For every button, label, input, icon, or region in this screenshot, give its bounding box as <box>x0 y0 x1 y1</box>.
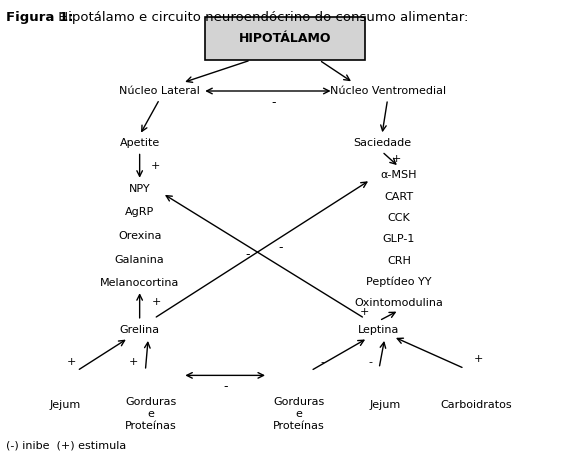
Text: -: - <box>223 380 227 393</box>
Text: Galanina: Galanina <box>115 255 165 265</box>
Text: +: + <box>474 354 483 364</box>
Text: AgRP: AgRP <box>125 207 154 217</box>
Text: Jejum: Jejum <box>369 400 400 410</box>
Text: α-MSH: α-MSH <box>381 170 417 180</box>
Text: Grelina: Grelina <box>120 325 160 335</box>
Text: Gorduras
e
Proteínas: Gorduras e Proteínas <box>274 398 325 430</box>
Text: -: - <box>246 248 250 261</box>
Text: -: - <box>271 96 276 109</box>
Text: HIPOTÁLAMO: HIPOTÁLAMO <box>239 32 331 45</box>
Text: +: + <box>151 161 160 171</box>
Text: +: + <box>392 154 401 164</box>
Text: +: + <box>67 357 76 367</box>
Text: Núcleo Ventromedial: Núcleo Ventromedial <box>329 86 446 96</box>
Text: Figura 1:: Figura 1: <box>6 11 73 25</box>
Text: Saciedade: Saciedade <box>353 138 411 148</box>
Text: Melanocortina: Melanocortina <box>100 278 180 288</box>
Text: Hipotálamo e circuito neuroendócrino do consumo alimentar:: Hipotálamo e circuito neuroendócrino do … <box>54 11 469 25</box>
Text: Carboidratos: Carboidratos <box>440 400 512 410</box>
Text: Leptina: Leptina <box>359 325 400 335</box>
Text: +: + <box>360 307 369 317</box>
Text: NPY: NPY <box>129 184 150 194</box>
Text: Gorduras
e
Proteínas: Gorduras e Proteínas <box>125 398 177 430</box>
Text: Orexina: Orexina <box>118 231 161 241</box>
FancyBboxPatch shape <box>205 17 365 60</box>
Text: GLP-1: GLP-1 <box>383 234 415 244</box>
Text: -: - <box>320 357 324 367</box>
Text: Jejum: Jejum <box>50 400 81 410</box>
Text: (-) inibe  (+) estimula: (-) inibe (+) estimula <box>6 441 126 451</box>
Text: +: + <box>129 357 139 367</box>
Text: CART: CART <box>384 192 414 202</box>
Text: +: + <box>152 297 161 307</box>
Text: CRH: CRH <box>387 256 411 266</box>
Text: Núcleo Lateral: Núcleo Lateral <box>119 86 200 96</box>
Text: Peptídeo YY: Peptídeo YY <box>367 277 431 288</box>
Text: Apetite: Apetite <box>120 138 160 148</box>
Text: -: - <box>279 242 283 254</box>
Text: -: - <box>368 357 373 367</box>
Text: Oxintomodulina: Oxintomodulina <box>355 298 443 308</box>
Text: CCK: CCK <box>388 213 410 223</box>
